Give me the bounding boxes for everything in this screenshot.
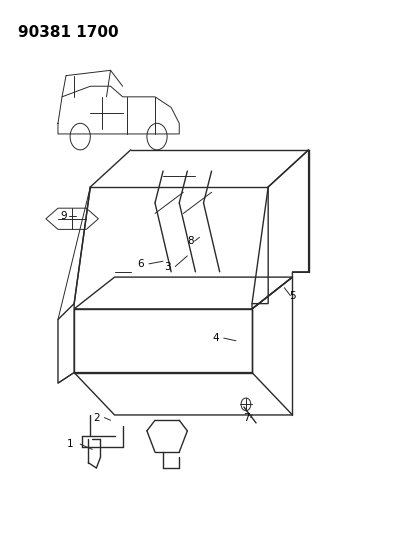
Text: 6: 6 (138, 259, 144, 269)
Text: 7: 7 (243, 413, 249, 423)
Text: 4: 4 (212, 333, 219, 343)
Text: 1: 1 (67, 439, 73, 449)
Text: 90381 1700: 90381 1700 (18, 25, 118, 41)
Text: 2: 2 (93, 413, 100, 423)
Text: 5: 5 (289, 290, 296, 301)
Text: 9: 9 (61, 211, 67, 221)
Text: 8: 8 (187, 236, 194, 246)
Text: 3: 3 (164, 262, 171, 271)
